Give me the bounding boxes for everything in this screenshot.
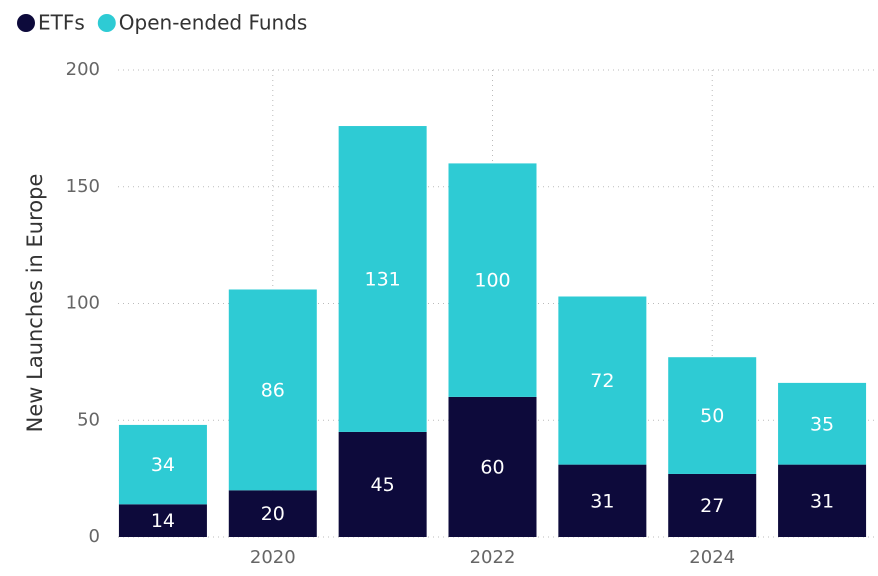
bar-segment [448, 163, 537, 397]
bar-segment [778, 464, 867, 537]
bar-segment [338, 126, 427, 432]
y-axis-label: New Launches in Europe [23, 174, 47, 433]
legend-marker [97, 14, 116, 32]
data-label: 60 [480, 456, 504, 478]
data-label: 31 [810, 490, 834, 512]
x-tick-label: 2020 [250, 547, 296, 568]
legend-marker [17, 14, 35, 32]
data-label: 34 [151, 454, 175, 476]
data-label: 14 [151, 510, 175, 532]
data-label: 50 [700, 405, 724, 427]
data-label: 86 [261, 379, 285, 401]
y-tick-label: 0 [89, 526, 100, 547]
legend-label: ETFs [38, 11, 85, 35]
x-tick-label: 2024 [689, 547, 735, 568]
bar-segment [228, 289, 317, 491]
data-label: 31 [590, 490, 614, 512]
data-label: 45 [371, 474, 395, 496]
y-tick-label: 100 [66, 293, 100, 314]
data-label: 35 [810, 413, 834, 435]
bar-segment [668, 473, 757, 537]
data-label: 27 [700, 495, 724, 517]
bar-segment [668, 357, 757, 474]
data-label: 20 [261, 503, 285, 525]
bar-segment [228, 490, 317, 537]
data-label: 131 [365, 268, 401, 290]
bar-segment [558, 296, 647, 465]
bar-segment [448, 396, 537, 537]
y-tick-label: 150 [66, 176, 100, 197]
bar-segment [778, 382, 867, 465]
legend-label: Open-ended Funds [119, 11, 308, 35]
bar-segment [338, 431, 427, 537]
data-label: 100 [474, 270, 510, 292]
y-tick-label: 50 [77, 409, 100, 430]
x-tick-label: 2022 [470, 547, 516, 568]
data-label: 72 [590, 370, 614, 392]
y-tick-label: 200 [66, 59, 100, 80]
bar-segment [558, 464, 647, 537]
bar-segment [118, 504, 207, 537]
bar-segment [118, 424, 207, 505]
